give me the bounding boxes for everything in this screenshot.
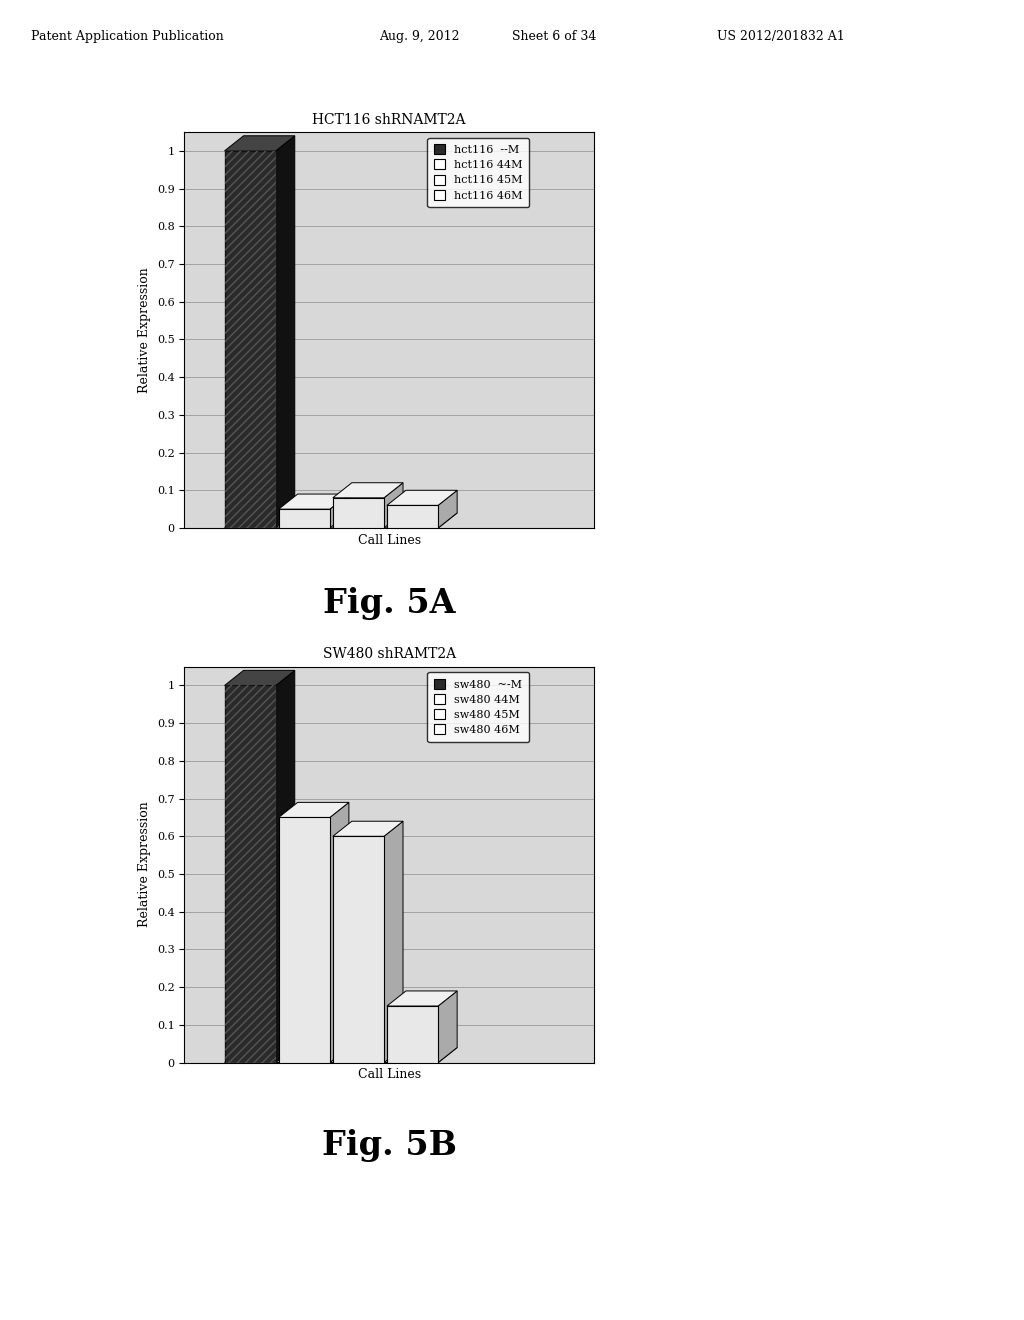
Legend: hct116  --M, hct116 44M, hct116 45M, hct116 46M: hct116 --M, hct116 44M, hct116 45M, hct1…: [427, 137, 529, 207]
Bar: [279, 817, 330, 1063]
Text: Fig. 5B: Fig. 5B: [322, 1129, 457, 1162]
Text: US 2012/201832 A1: US 2012/201832 A1: [717, 30, 845, 44]
Polygon shape: [224, 136, 295, 150]
X-axis label: Call Lines: Call Lines: [357, 533, 421, 546]
Bar: [224, 685, 275, 1063]
Polygon shape: [333, 821, 403, 837]
Polygon shape: [330, 494, 349, 528]
Bar: [279, 510, 330, 528]
Polygon shape: [384, 483, 403, 528]
Polygon shape: [384, 821, 403, 1063]
Y-axis label: Relative Expression: Relative Expression: [138, 801, 152, 928]
Y-axis label: Relative Expression: Relative Expression: [138, 267, 152, 393]
Bar: [224, 150, 275, 528]
Polygon shape: [333, 483, 403, 498]
Title: SW480 shRAMT2A: SW480 shRAMT2A: [323, 647, 456, 661]
Text: Patent Application Publication: Patent Application Publication: [31, 30, 223, 44]
Bar: [224, 685, 275, 1063]
Bar: [387, 1006, 438, 1063]
Polygon shape: [275, 671, 295, 1063]
Polygon shape: [275, 136, 295, 528]
Polygon shape: [224, 671, 295, 685]
Polygon shape: [438, 490, 457, 528]
Polygon shape: [279, 494, 349, 510]
Text: Fig. 5A: Fig. 5A: [323, 587, 456, 620]
Polygon shape: [387, 991, 457, 1006]
Polygon shape: [438, 991, 457, 1063]
Polygon shape: [224, 513, 457, 528]
Bar: [224, 150, 275, 528]
X-axis label: Call Lines: Call Lines: [357, 1068, 421, 1081]
Bar: [387, 506, 438, 528]
Polygon shape: [224, 1048, 457, 1063]
Polygon shape: [330, 803, 349, 1063]
Bar: [333, 498, 384, 528]
Text: Aug. 9, 2012: Aug. 9, 2012: [379, 30, 460, 44]
Polygon shape: [279, 803, 349, 817]
Title: HCT116 shRNAMT2A: HCT116 shRNAMT2A: [312, 112, 466, 127]
Bar: [333, 837, 384, 1063]
Polygon shape: [387, 490, 457, 506]
Text: Sheet 6 of 34: Sheet 6 of 34: [512, 30, 596, 44]
Legend: sw480  ~-M, sw480 44M, sw480 45M, sw480 46M: sw480 ~-M, sw480 44M, sw480 45M, sw480 4…: [427, 672, 528, 742]
